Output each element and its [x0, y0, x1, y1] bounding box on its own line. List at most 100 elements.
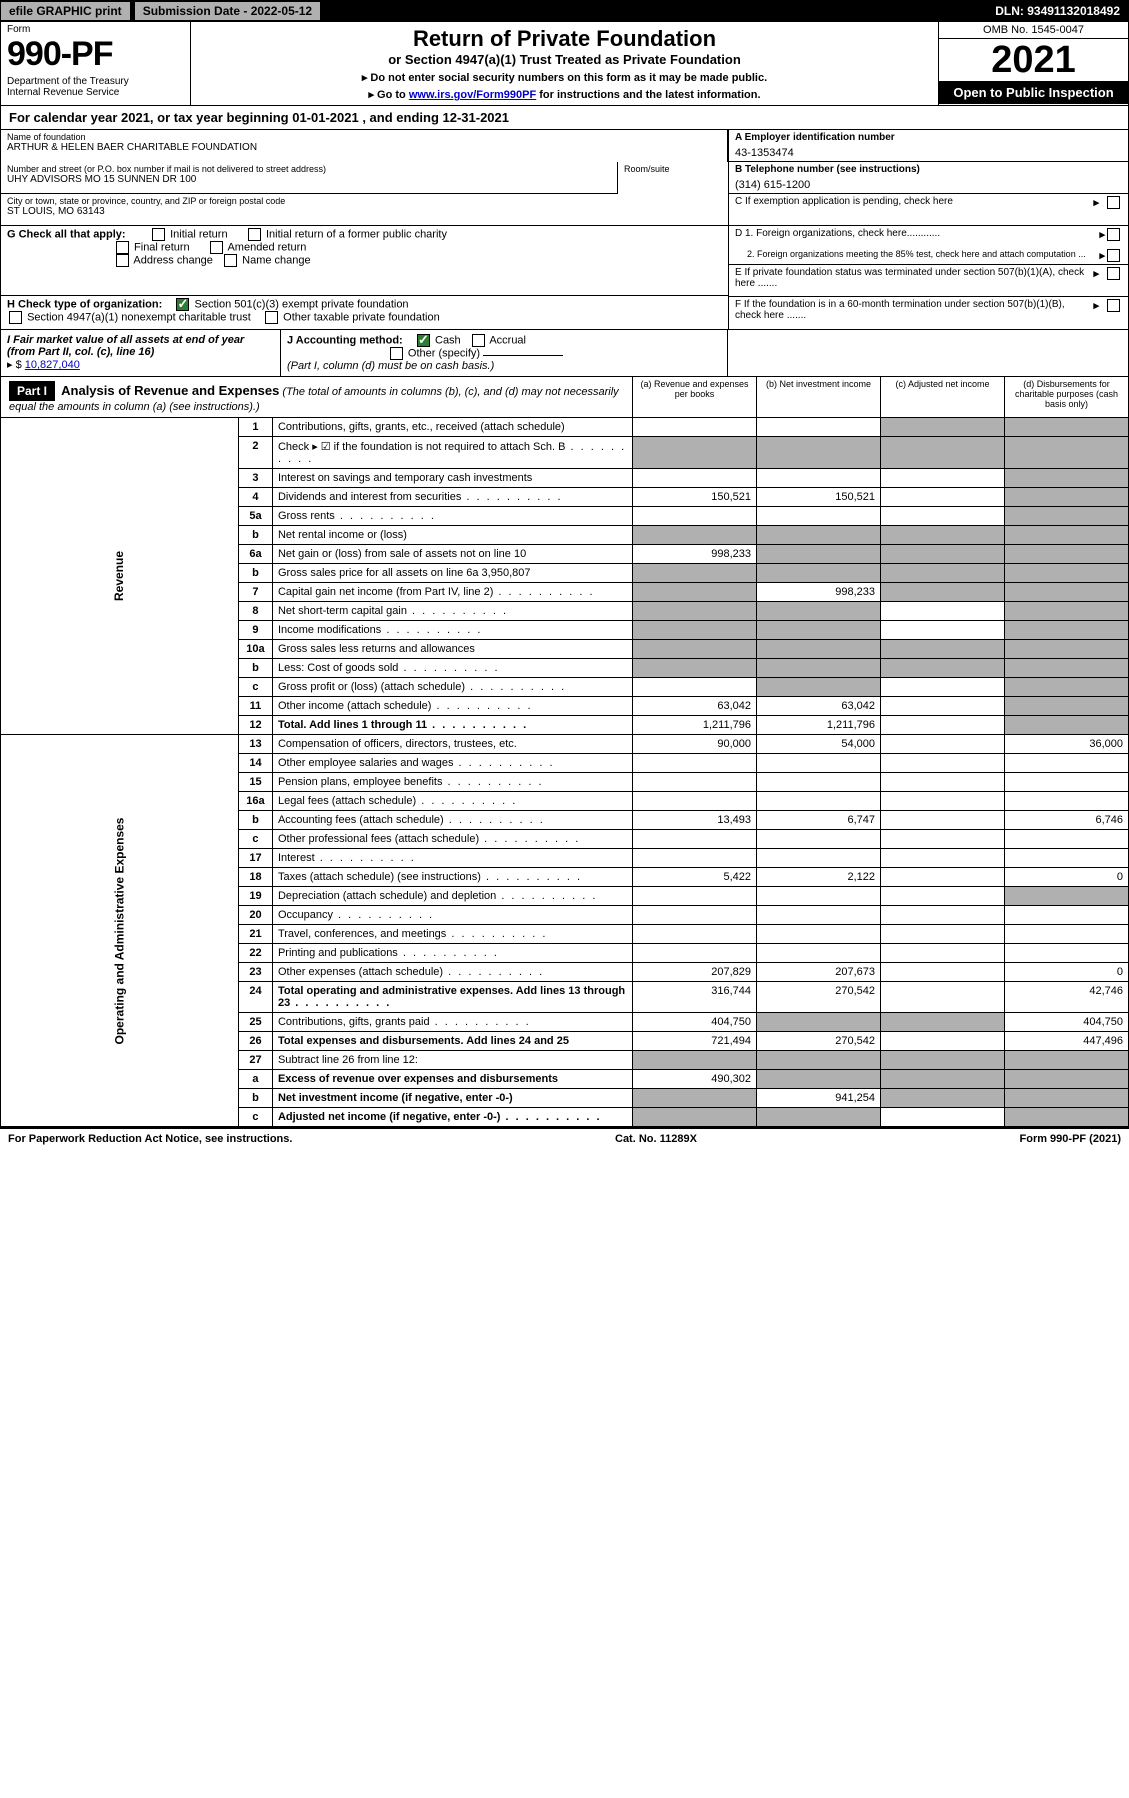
amount-cell: [1005, 507, 1129, 526]
line-description: Printing and publications: [272, 944, 632, 963]
line-number: 10a: [238, 640, 272, 659]
amount-cell: [881, 678, 1005, 697]
f-checkbox[interactable]: [1107, 299, 1120, 312]
amount-cell: [633, 659, 757, 678]
amount-cell: [757, 602, 881, 621]
i-label: I Fair market value of all assets at end…: [7, 334, 244, 358]
e-checkbox[interactable]: [1107, 267, 1120, 280]
amount-cell: [881, 963, 1005, 982]
line-description: Gross sales price for all assets on line…: [272, 564, 632, 583]
line-description: Check ▸ ☑ if the foundation is not requi…: [272, 437, 632, 469]
amount-cell: [757, 469, 881, 488]
c-label: C If exemption application is pending, c…: [735, 196, 953, 207]
cat-no: Cat. No. 11289X: [615, 1133, 697, 1145]
initial-former-checkbox[interactable]: [248, 228, 261, 241]
amount-cell: [633, 602, 757, 621]
form-title: Return of Private Foundation: [199, 26, 930, 52]
amount-cell: [881, 1032, 1005, 1051]
amended-return-checkbox[interactable]: [210, 241, 223, 254]
amount-cell: 270,542: [757, 1032, 881, 1051]
line-number: 14: [238, 754, 272, 773]
amount-cell: [1005, 906, 1129, 925]
amount-cell: [881, 887, 1005, 906]
amount-cell: [633, 469, 757, 488]
note2-post: for instructions and the latest informat…: [536, 89, 760, 101]
name-change-checkbox[interactable]: [224, 254, 237, 267]
amount-cell: [881, 659, 1005, 678]
final-return-checkbox[interactable]: [116, 241, 129, 254]
amount-cell: [881, 811, 1005, 830]
address: UHY ADVISORS MO 15 SUNNEN DR 100: [7, 174, 611, 185]
amount-cell: [1005, 773, 1129, 792]
amount-cell: [757, 437, 881, 469]
line-description: Dividends and interest from securities: [272, 488, 632, 507]
line-description: Net gain or (loss) from sale of assets n…: [272, 545, 632, 564]
amount-cell: [881, 602, 1005, 621]
amount-cell: [881, 697, 1005, 716]
d2-checkbox[interactable]: [1107, 249, 1120, 262]
amount-cell: [881, 716, 1005, 735]
amount-cell: [881, 418, 1005, 437]
line-number: b: [238, 526, 272, 545]
amount-cell: [1005, 583, 1129, 602]
line-number: 9: [238, 621, 272, 640]
j-label: J Accounting method:: [287, 334, 403, 346]
irs-link[interactable]: www.irs.gov/Form990PF: [409, 89, 536, 101]
line-number: 1: [238, 418, 272, 437]
line-number: 22: [238, 944, 272, 963]
ein-value: 43-1353474: [735, 147, 895, 159]
amount-cell: 54,000: [757, 735, 881, 754]
amount-cell: [633, 849, 757, 868]
amount-cell: [633, 526, 757, 545]
amount-cell: [1005, 602, 1129, 621]
amount-cell: [881, 1089, 1005, 1108]
form-label: Form: [7, 24, 184, 35]
line-number: 4: [238, 488, 272, 507]
amount-cell: [757, 830, 881, 849]
line-number: 12: [238, 716, 272, 735]
line-description: Contributions, gifts, grants paid: [272, 1013, 632, 1032]
amount-cell: [633, 1089, 757, 1108]
amount-cell: [757, 659, 881, 678]
amount-cell: 490,302: [633, 1070, 757, 1089]
amount-cell: [633, 564, 757, 583]
cash-checkbox[interactable]: [417, 334, 430, 347]
amount-cell: [1005, 697, 1129, 716]
other-taxable-checkbox[interactable]: [265, 311, 278, 324]
line-description: Other income (attach schedule): [272, 697, 632, 716]
accrual-checkbox[interactable]: [472, 334, 485, 347]
col-b-header: (b) Net investment income: [756, 377, 880, 417]
line-description: Interest on savings and temporary cash i…: [272, 469, 632, 488]
tel-label: B Telephone number (see instructions): [735, 164, 920, 175]
c-checkbox[interactable]: [1107, 196, 1120, 209]
amount-cell: 316,744: [633, 982, 757, 1013]
amount-cell: 998,233: [633, 545, 757, 564]
amount-cell: [633, 507, 757, 526]
tel-value: (314) 615-1200: [735, 179, 920, 191]
h-opt-2: Section 4947(a)(1) nonexempt charitable …: [27, 311, 251, 323]
initial-return-checkbox[interactable]: [152, 228, 165, 241]
amount-cell: 941,254: [757, 1089, 881, 1108]
line-number: 23: [238, 963, 272, 982]
4947-checkbox[interactable]: [9, 311, 22, 324]
line-description: Total operating and administrative expen…: [272, 982, 632, 1013]
line-description: Taxes (attach schedule) (see instruction…: [272, 868, 632, 887]
form-ref: Form 990-PF (2021): [1020, 1133, 1121, 1145]
501c3-checkbox[interactable]: [176, 298, 189, 311]
line-number: 21: [238, 925, 272, 944]
amount-cell: [633, 437, 757, 469]
efile-label[interactable]: efile GRAPHIC print: [1, 2, 130, 20]
amount-cell: [881, 849, 1005, 868]
amount-cell: 42,746: [1005, 982, 1129, 1013]
amount-cell: [1005, 437, 1129, 469]
line-number: 6a: [238, 545, 272, 564]
address-change-checkbox[interactable]: [116, 254, 129, 267]
page-footer: For Paperwork Reduction Act Notice, see …: [0, 1127, 1129, 1149]
amount-cell: [1005, 418, 1129, 437]
amount-cell: [633, 887, 757, 906]
line-number: 16a: [238, 792, 272, 811]
amount-cell: [757, 1070, 881, 1089]
d1-checkbox[interactable]: [1107, 228, 1120, 241]
other-method-checkbox[interactable]: [390, 347, 403, 360]
fmv-link[interactable]: 10,827,040: [25, 359, 80, 371]
